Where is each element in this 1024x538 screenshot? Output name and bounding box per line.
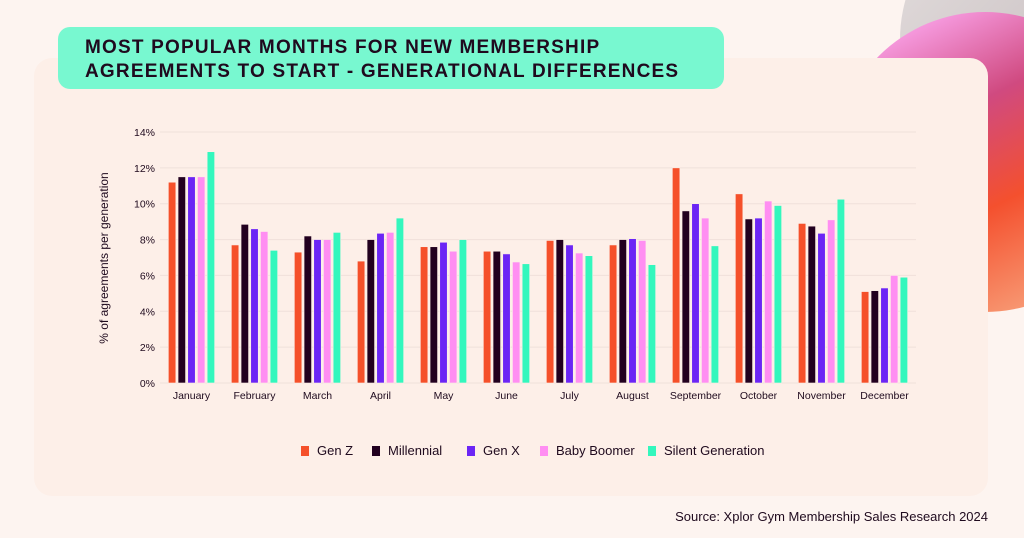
legend-swatch [540, 446, 548, 456]
bar-gen-z [168, 181, 177, 384]
bar-gen-z [546, 240, 555, 384]
legend-label: Baby Boomer [556, 443, 635, 458]
bar-silent-generation [458, 239, 467, 384]
bar-millennial [744, 218, 753, 384]
legend-label: Gen X [483, 443, 520, 458]
bar-gen-x [880, 287, 889, 384]
bar-silent-generation [899, 276, 908, 384]
bar-gen-z [798, 223, 807, 384]
bar-gen-x [817, 232, 826, 384]
x-tick-label: May [434, 390, 455, 402]
x-tick-label: September [670, 390, 722, 402]
bar-baby-boomer [512, 261, 521, 384]
bar-silent-generation [647, 264, 656, 384]
bar-baby-boomer [197, 176, 206, 384]
y-tick-label: 2% [140, 342, 155, 354]
y-tick-label: 12% [134, 163, 155, 175]
bar-millennial [870, 290, 879, 384]
bar-baby-boomer [323, 239, 332, 384]
x-tick-label: March [303, 390, 332, 402]
bar-gen-z [861, 291, 870, 384]
bar-baby-boomer [701, 217, 710, 384]
bar-gen-x [754, 217, 763, 384]
bar-millennial [303, 235, 312, 384]
bar-gen-z [483, 250, 492, 384]
bar-millennial [807, 225, 816, 384]
bar-baby-boomer [764, 200, 773, 384]
bar-gen-x [502, 253, 511, 384]
bar-millennial [429, 246, 438, 384]
y-tick-label: 14% [134, 127, 155, 139]
legend-label: Millennial [388, 443, 442, 458]
x-tick-label: February [233, 390, 276, 402]
legend-label: Silent Generation [664, 443, 764, 458]
bar-gen-z [420, 246, 429, 384]
x-tick-label: December [860, 390, 909, 402]
bar-gen-x [250, 228, 259, 384]
y-tick-label: 0% [140, 378, 155, 390]
legend-swatch [301, 446, 309, 456]
bar-silent-generation [584, 255, 593, 384]
legend-swatch [372, 446, 380, 456]
bar-millennial [492, 250, 501, 384]
x-tick-label: April [370, 390, 391, 402]
bar-silent-generation [206, 151, 215, 384]
bar-baby-boomer [386, 232, 395, 384]
bar-gen-x [691, 203, 700, 384]
x-tick-label: October [740, 390, 778, 402]
bar-millennial [555, 239, 564, 384]
bar-baby-boomer [638, 240, 647, 384]
bar-gen-z [231, 244, 240, 384]
bar-baby-boomer [260, 231, 269, 384]
bar-silent-generation [773, 205, 782, 384]
bar-gen-x [439, 241, 448, 384]
bar-gen-z [294, 251, 303, 384]
bar-gen-x [313, 239, 322, 384]
bar-millennial [366, 239, 375, 384]
bar-baby-boomer [575, 252, 584, 384]
bar-silent-generation [836, 198, 845, 384]
bar-silent-generation [269, 250, 278, 384]
bar-millennial [177, 176, 186, 384]
bar-gen-x [187, 176, 196, 384]
bar-baby-boomer [449, 250, 458, 384]
bar-silent-generation [521, 263, 530, 384]
chart-title: MOST POPULAR MONTHS FOR NEW MEMBERSHIP A… [58, 27, 724, 89]
bar-gen-z [609, 244, 618, 384]
bar-gen-z [357, 260, 366, 384]
legend-swatch [648, 446, 656, 456]
legend-label: Gen Z [317, 443, 353, 458]
y-tick-label: 10% [134, 199, 155, 211]
y-axis-label: % of agreements per generation [97, 172, 111, 343]
bar-silent-generation [332, 232, 341, 384]
bar-millennial [240, 224, 249, 384]
bar-millennial [618, 239, 627, 384]
x-tick-label: August [616, 390, 649, 402]
bar-silent-generation [395, 217, 404, 384]
bar-gen-z [735, 193, 744, 384]
y-tick-label: 6% [140, 270, 155, 282]
bar-baby-boomer [890, 275, 899, 384]
legend-swatch [467, 446, 475, 456]
x-tick-label: June [495, 390, 518, 402]
bar-baby-boomer [827, 219, 836, 384]
x-tick-label: January [173, 390, 211, 402]
bar-gen-x [628, 238, 637, 384]
x-tick-label: November [797, 390, 846, 402]
y-tick-label: 8% [140, 235, 155, 247]
bar-silent-generation [710, 245, 719, 384]
bar-millennial [681, 210, 690, 384]
y-tick-label: 4% [140, 306, 155, 318]
bar-gen-x [565, 244, 574, 384]
bar-gen-z [672, 167, 681, 384]
bar-gen-x [376, 232, 385, 384]
source-note: Source: Xplor Gym Membership Sales Resea… [675, 509, 988, 524]
x-tick-label: July [560, 390, 579, 402]
